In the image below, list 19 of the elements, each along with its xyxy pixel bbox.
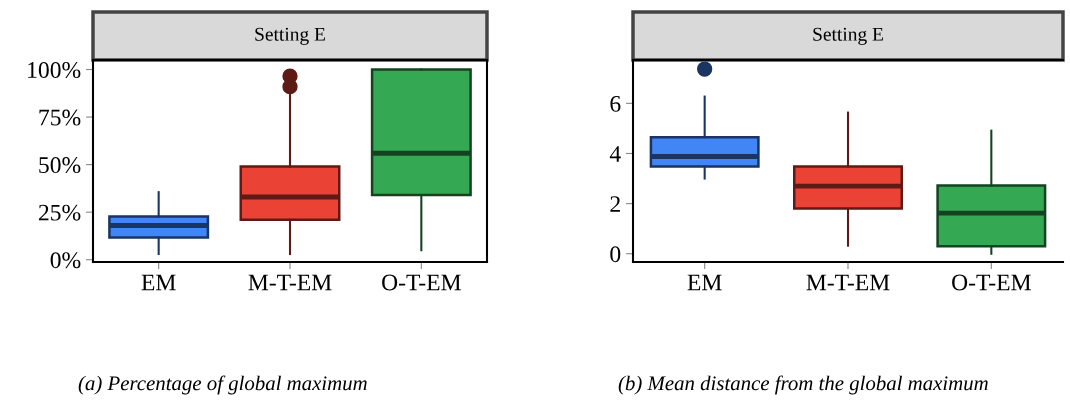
y-tick-label: 6 [610,95,621,112]
text: (b) Mean distance from the global maximum [618,375,988,395]
y-tick-label: 100% [28,62,81,79]
y-tick-label: 25% [38,204,81,221]
text: (a) Percentage of global maximum [78,375,367,395]
y-tick-label: 0% [50,252,81,269]
x-tick-label: M-T-EM [806,274,890,291]
chart-title: Setting E [255,27,325,45]
y-tick-label: 2 [610,196,620,212]
x-tick-label: EM [141,274,176,291]
x-tick-label: O-T-EM [952,274,1031,291]
x-tick-label: O-T-EM [382,274,461,291]
chart-title: Setting E [813,27,883,45]
x-tick-label: M-T-EM [248,274,332,291]
y-tick-label: 75% [39,109,81,126]
y-tick-label: 4 [609,146,621,162]
y-tick-label: 0 [610,246,621,263]
y-tick-label: 50% [39,157,81,174]
x-tick-label: EM [687,274,722,291]
